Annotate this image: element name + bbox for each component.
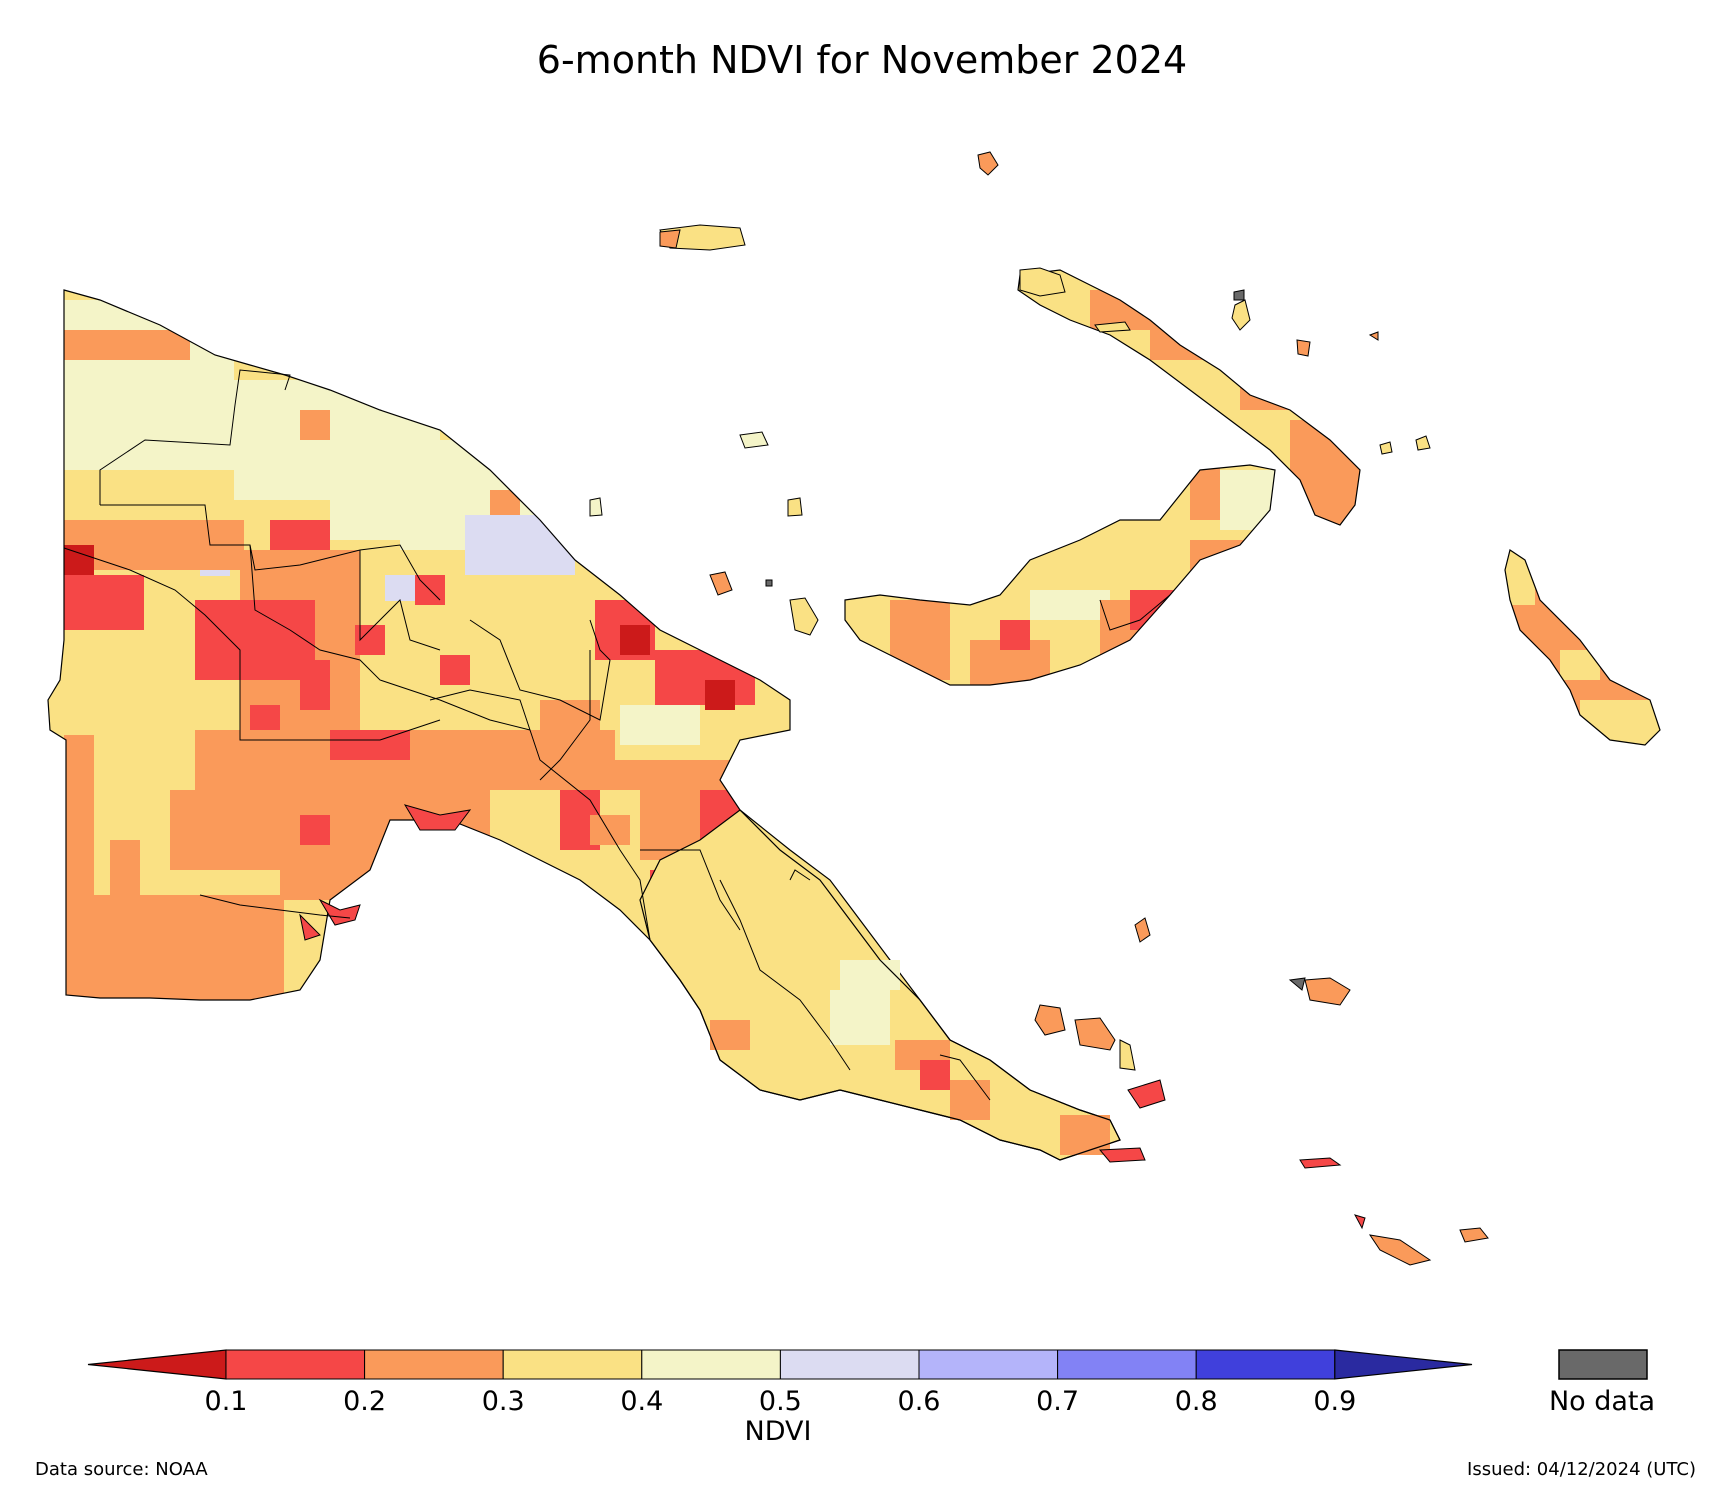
colorbar-tick-label: 0.8 bbox=[1174, 1386, 1218, 1417]
colorbar-tick-label: 0.2 bbox=[343, 1386, 387, 1417]
new-britain-boundary bbox=[1099, 594, 1171, 631]
colorbar-tick-label: 0.3 bbox=[481, 1386, 525, 1417]
nodata-label: No data bbox=[1548, 1386, 1656, 1417]
colorbar-segment bbox=[502, 1349, 643, 1380]
colorbar-segment bbox=[918, 1349, 1059, 1380]
issued-date: Issued: 04/12/2024 (UTC) bbox=[1467, 1459, 1696, 1480]
new-ireland-outline bbox=[1017, 269, 1361, 526]
colorbar-tick-label: 0.9 bbox=[1313, 1386, 1357, 1417]
colorbar-tick-label: 0.6 bbox=[897, 1386, 941, 1417]
colorbar-tick-label: 0.5 bbox=[758, 1386, 802, 1417]
ndvi-map bbox=[47, 151, 1661, 1266]
colorbar-label: NDVI bbox=[744, 1416, 812, 1447]
colorbar-extend-low bbox=[87, 1349, 227, 1380]
colorbar-swatches bbox=[87, 1349, 1473, 1380]
fly-river-delta bbox=[299, 804, 472, 941]
mainland-outline bbox=[47, 289, 1121, 1161]
colorbar-tick-label: 0.7 bbox=[1036, 1386, 1080, 1417]
map-title: 6-month NDVI for November 2024 bbox=[536, 38, 1188, 82]
colorbar-extend-high bbox=[1334, 1349, 1473, 1380]
small-islands bbox=[589, 151, 1489, 1266]
fly-river bbox=[199, 894, 351, 919]
data-source: Data source: NOAA bbox=[35, 1459, 208, 1480]
colorbar-segment bbox=[364, 1349, 504, 1380]
new-britain-outline bbox=[844, 464, 1276, 686]
nodata-swatch bbox=[1558, 1349, 1648, 1380]
bougainville-outline bbox=[1504, 549, 1661, 746]
colorbar-segment bbox=[1057, 1349, 1197, 1380]
colorbar-segment bbox=[225, 1349, 366, 1380]
colorbar-segment bbox=[641, 1349, 781, 1380]
province-boundaries bbox=[63, 369, 991, 1101]
colorbar-segment bbox=[779, 1349, 920, 1380]
colorbar-tick-label: 0.4 bbox=[620, 1386, 664, 1417]
colorbar-segment bbox=[1195, 1349, 1336, 1380]
colorbar-tick-label: 0.1 bbox=[204, 1386, 248, 1417]
papuan-peninsula bbox=[639, 809, 1121, 1161]
